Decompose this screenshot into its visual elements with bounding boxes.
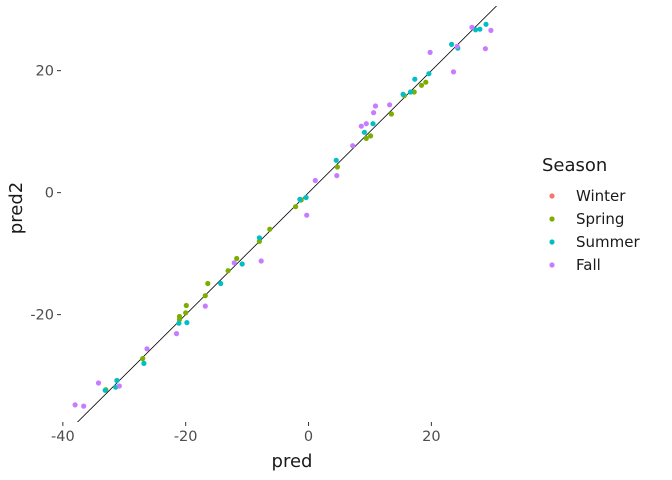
data-point-fall	[116, 383, 122, 389]
data-point-fall	[358, 123, 364, 129]
data-point-spring	[225, 268, 231, 274]
legend-label-fall: Fall	[576, 256, 601, 274]
data-point-spring	[140, 356, 146, 362]
legend-key-summer	[549, 239, 555, 245]
data-point-spring	[205, 280, 211, 287]
data-point-spring	[411, 89, 417, 95]
data-point-spring	[234, 255, 240, 262]
data-point-spring	[183, 302, 189, 309]
legend-label-spring: Spring	[576, 210, 624, 228]
data-point-spring	[267, 226, 273, 232]
data-point-summer	[141, 360, 147, 366]
data-point-fall	[334, 173, 340, 179]
data-point-summer	[477, 26, 483, 32]
data-point-summer	[218, 280, 224, 287]
data-point-spring	[423, 79, 429, 85]
x-tick-label: 20	[422, 429, 440, 445]
legend-label-summer: Summer	[576, 233, 640, 251]
y-tick-label: 0	[45, 186, 54, 202]
data-point-fall	[363, 121, 369, 127]
data-point-fall	[304, 212, 310, 218]
y-axis: -20 0 20	[30, 64, 61, 324]
data-point-fall	[202, 303, 208, 309]
data-point-fall	[427, 49, 433, 56]
data-point-fall	[312, 177, 318, 184]
x-tick-label: -20	[174, 429, 198, 445]
legend-key-fall	[549, 262, 555, 268]
data-point-summer	[370, 121, 376, 127]
data-point-fall	[173, 331, 180, 337]
data-point-fall	[350, 143, 356, 149]
data-point-spring	[363, 135, 369, 141]
data-point-summer	[297, 196, 303, 202]
data-point-fall	[371, 110, 377, 116]
x-tick-label: -40	[51, 429, 75, 445]
data-point-spring	[202, 293, 208, 299]
reference-line	[77, 6, 498, 422]
data-point-summer	[114, 377, 120, 384]
y-axis-title: pred2	[6, 182, 27, 234]
data-point-fall	[469, 24, 475, 30]
data-point-summer	[361, 129, 367, 135]
data-point-summer	[184, 320, 190, 326]
data-point-fall	[450, 69, 457, 75]
data-point-summer	[473, 27, 479, 33]
data-point-spring	[256, 238, 262, 244]
data-point-spring	[388, 111, 394, 117]
legend-key-spring	[549, 216, 555, 222]
x-tick-label: 0	[304, 429, 313, 445]
data-point-summer	[426, 71, 432, 77]
data-point-summer	[256, 235, 262, 241]
data-point-fall	[387, 102, 393, 108]
legend-title: Season	[542, 155, 607, 176]
data-point-fall	[72, 402, 78, 408]
data-point-summer	[102, 387, 108, 393]
data-point-spring	[176, 313, 183, 320]
data-point-summer	[400, 91, 406, 97]
legend-key-winter	[549, 193, 555, 199]
plot-panel	[72, 6, 498, 422]
data-point-spring	[183, 310, 189, 316]
data-point-summer	[483, 21, 489, 27]
data-point-fall	[454, 43, 460, 49]
data-point-fall	[258, 258, 264, 264]
data-point-fall	[95, 380, 102, 386]
legend-label-winter: Winter	[576, 187, 626, 205]
data-point-fall	[81, 403, 87, 409]
data-point-summer	[176, 320, 182, 326]
x-axis-title: pred	[272, 451, 313, 472]
data-point-summer	[303, 194, 309, 201]
y-tick-label: 20	[36, 64, 54, 80]
data-point-summer	[412, 76, 418, 82]
data-point-fall	[482, 46, 488, 52]
x-axis: -40 -20 0 20	[51, 422, 441, 445]
data-point-spring	[293, 204, 299, 210]
data-point-summer	[449, 41, 455, 48]
data-point-summer	[407, 89, 414, 95]
y-tick-label: -20	[30, 308, 54, 324]
data-point-summer	[333, 157, 339, 163]
data-point-summer	[239, 261, 245, 267]
data-point-spring	[368, 133, 374, 139]
data-point-spring	[418, 82, 425, 88]
legend: Season Winter Spring Summer Fall	[542, 155, 640, 274]
data-point-fall	[144, 346, 150, 352]
data-point-fall	[372, 103, 379, 109]
data-point-spring	[334, 164, 340, 170]
data-point-fall	[488, 27, 494, 33]
data-point-fall	[231, 260, 237, 266]
